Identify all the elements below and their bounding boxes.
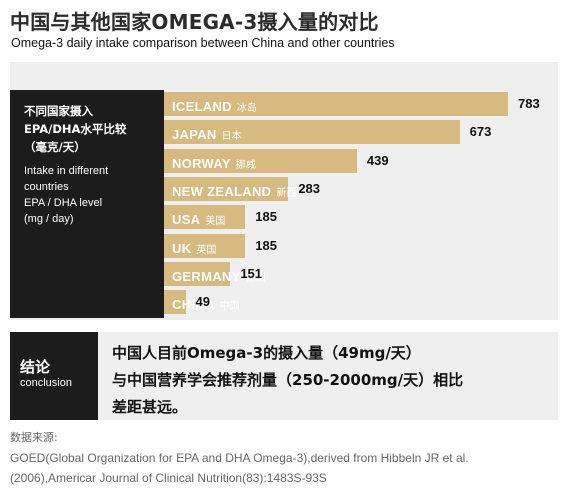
bar-label: ICELAND 冰岛 bbox=[172, 96, 257, 115]
source-line-2: (2006),Americar Journal of Clinical Nutr… bbox=[10, 471, 327, 485]
bar-value: 673 bbox=[469, 124, 492, 140]
bar-label-en: NORWAY bbox=[172, 155, 231, 171]
bar-label: UK 英国 bbox=[172, 238, 216, 257]
bar-value: 151 bbox=[240, 265, 263, 281]
bar-chart: ICELAND 冰岛 783 JAPAN 日本 673 NORWAY 挪威 439 NEW ZEA… bbox=[10, 62, 558, 320]
page-subtitle: Omega-3 daily intake comparison between … bbox=[11, 36, 395, 50]
chart-label-cn-3: （毫克/天） bbox=[24, 140, 86, 154]
bar-value: 439 bbox=[366, 152, 389, 168]
conclusion-line-1: 中国人目前Omega-3的摄入量（49mg/天） bbox=[112, 344, 421, 362]
conclusion-text: 中国人目前Omega-3的摄入量（49mg/天） 与中国营养学会推荐剂量（250… bbox=[98, 332, 558, 420]
bar-usa: USA 美国 bbox=[164, 205, 246, 230]
conclusion-line-3: 差距甚远。 bbox=[112, 398, 188, 416]
bar-value: 185 bbox=[255, 209, 277, 225]
conclusion-label-box: 结论 conclusion bbox=[10, 332, 98, 420]
bar-china: CHINA 中国 bbox=[164, 290, 240, 315]
bar-label-cn: 冰岛 bbox=[236, 103, 257, 114]
chart-label-en-3: EPA / DHA level bbox=[24, 197, 103, 209]
bar-uk: UK 英国 bbox=[164, 233, 246, 258]
bar-label-cn: 挪威 bbox=[235, 159, 256, 171]
chart-label-box: 不同国家摄入 EPA/DHA水平比较 （毫克/天） Intake in diff… bbox=[10, 90, 164, 318]
bar-label-en: UK bbox=[172, 240, 192, 256]
bar-label: NEW ZEALAND 新西兰 bbox=[172, 181, 306, 200]
bar-label-cn: 德国 bbox=[245, 272, 266, 284]
bar-label-en: GERMANY bbox=[172, 268, 241, 284]
bar-value: 185 bbox=[255, 237, 277, 253]
bar-label-en: CHINA bbox=[172, 297, 215, 313]
bar-label-cn: 英国 bbox=[196, 244, 217, 256]
chart-label-en-4: (mg / day) bbox=[24, 213, 74, 225]
chart-label-en: Intake in different countries EPA / DHA … bbox=[24, 163, 154, 227]
bar-new-zealand: NEW ZEALAND 新西兰 bbox=[164, 176, 306, 201]
chart-label-cn-1: 不同国家摄入 bbox=[24, 104, 93, 118]
bar-japan: JAPAN 日本 bbox=[164, 120, 460, 145]
bar-label: NORWAY 挪威 bbox=[172, 153, 256, 172]
chart-label-en-1: Intake in different bbox=[24, 165, 109, 177]
chart-panel: 不同国家摄入 EPA/DHA水平比较 （毫克/天） Intake in diff… bbox=[10, 62, 558, 320]
bar-label: CHINA 中国 bbox=[172, 294, 240, 313]
bar-label-en: USA bbox=[172, 212, 201, 228]
conclusion-label-en: conclusion bbox=[20, 377, 72, 389]
bar-label-en: JAPAN bbox=[172, 127, 217, 143]
bar-label-cn: 中国 bbox=[219, 301, 240, 313]
bar-label-en: ICELAND bbox=[172, 99, 232, 114]
source-line-1: GOED(Global Organization for EPA and DHA… bbox=[10, 451, 469, 465]
bar-value: 283 bbox=[298, 180, 321, 196]
conclusion-label-cn: 结论 bbox=[20, 358, 51, 376]
chart-label-cn-2: EPA/DHA水平比较 bbox=[24, 122, 127, 136]
bar-iceland: ICELAND 冰岛 bbox=[164, 92, 508, 116]
bar-germany: GERMANY 德国 bbox=[164, 261, 266, 286]
conclusion-line-2: 与中国营养学会推荐剂量（250-2000mg/天）相比 bbox=[112, 371, 464, 389]
bar-label-en: NEW ZEALAND bbox=[172, 183, 272, 199]
bar-label: JAPAN 日本 bbox=[172, 124, 242, 143]
bar-norway: NORWAY 挪威 bbox=[164, 148, 357, 173]
bar-label-cn: 新西兰 bbox=[276, 187, 307, 199]
bar-value: 783 bbox=[518, 96, 540, 111]
bar-label: USA 美国 bbox=[172, 209, 225, 228]
bar-label-cn: 美国 bbox=[205, 216, 226, 228]
bar-value: 49 bbox=[195, 294, 210, 310]
source-label: 数据来源: bbox=[10, 431, 58, 444]
chart-label-en-2: countries bbox=[24, 181, 69, 193]
page-title: 中国与其他国家OMEGA-3摄入量的对比 bbox=[10, 10, 379, 34]
bar-label-cn: 日本 bbox=[221, 131, 242, 143]
bar-label: GERMANY 德国 bbox=[172, 266, 266, 285]
